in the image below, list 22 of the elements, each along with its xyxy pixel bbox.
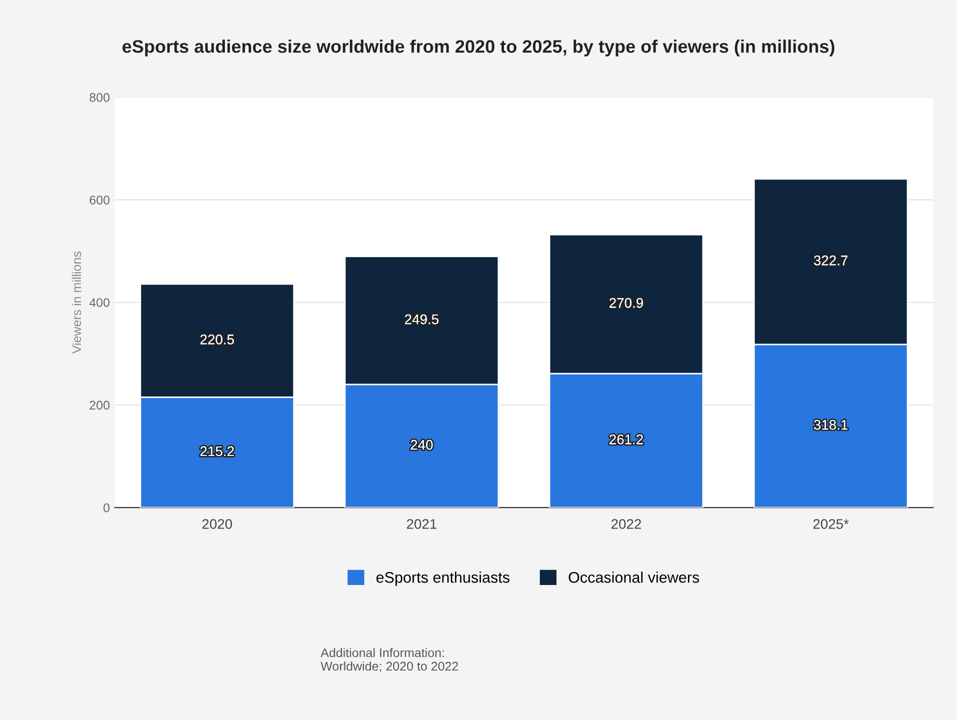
data-label: 220.5 [200, 334, 234, 344]
x-tick-label: 2022 [611, 519, 641, 529]
data-label: 215.2 [200, 446, 234, 456]
legend-label: eSports enthusiasts [376, 572, 510, 586]
y-tick-label: 400 [89, 298, 110, 308]
x-tick-label: 2021 [406, 519, 436, 529]
data-label: 322.7 [814, 256, 848, 266]
y-tick-label: 800 [90, 93, 110, 102]
data-label: 318.1 [814, 420, 848, 430]
y-tick-label: 200 [90, 400, 110, 410]
y-tick-label: 0 [104, 503, 110, 512]
y-tick-label: 600 [90, 196, 110, 204]
chart-title: eSports audience size worldwide from 2020 to 2025, by type of viewers (in millions) [122, 40, 834, 56]
data-label: 240 [410, 440, 433, 450]
legend-label: Occasional viewers [568, 572, 700, 583]
y-axis-title: Viewers in millions [72, 252, 82, 354]
data-label: 261.2 [610, 434, 643, 444]
data-label: 270.9 [610, 298, 643, 308]
text: Additional Information: Worldwide; 2020 to 2022 [320, 648, 458, 672]
x-tick-label: 2020 [202, 519, 232, 529]
x-tick-label: 2025* [813, 519, 849, 529]
data-label: 249.5 [405, 314, 438, 324]
